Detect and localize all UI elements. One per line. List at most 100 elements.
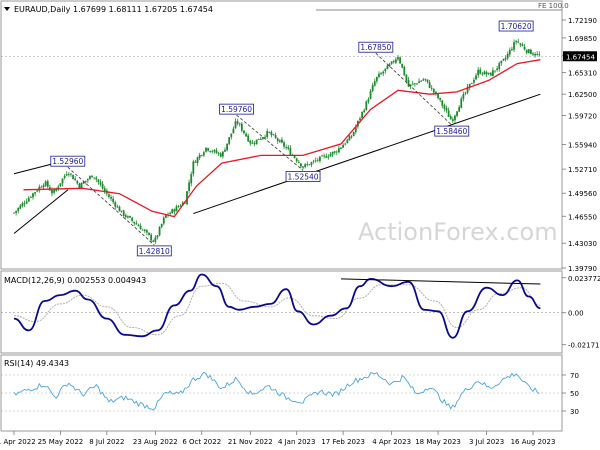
- candle-body: [228, 137, 231, 144]
- dropdown-arrow-icon[interactable]: [4, 7, 10, 11]
- candle-body: [13, 212, 15, 214]
- rsi-title: RSI(14) 49.4343: [4, 359, 69, 368]
- candle-body: [350, 136, 353, 138]
- candle-body: [116, 206, 119, 208]
- time-tick-label: 6 Oct 2022: [182, 438, 221, 446]
- time-tick-label: 23 Aug 2022: [133, 438, 178, 446]
- price-label: 1.52960: [52, 157, 83, 166]
- candle-body: [240, 123, 243, 131]
- rsi-tick-label: 30: [570, 408, 579, 416]
- candle-body: [289, 148, 292, 155]
- candle-body: [276, 138, 279, 142]
- candle-body: [508, 49, 511, 55]
- candle-body: [523, 46, 526, 50]
- candle-body: [21, 203, 24, 207]
- candle-body: [409, 84, 412, 87]
- macd-panel-frame: [0, 270, 563, 354]
- candle-body: [200, 155, 203, 156]
- time-tick-label: 4 Apr 2023: [372, 438, 411, 446]
- price-tick-label: 1.69850: [568, 35, 597, 43]
- time-tick-label: 16 Aug 2023: [511, 438, 556, 446]
- candle-body: [538, 54, 541, 56]
- candle-body: [314, 160, 317, 162]
- candle-body: [470, 83, 473, 84]
- time-tick-label: 25 May 2022: [38, 438, 84, 446]
- candle-body: [340, 147, 342, 149]
- candle-body: [97, 179, 100, 183]
- candle-body: [475, 75, 477, 80]
- current-price-box: [563, 51, 597, 62]
- candle-body: [84, 180, 87, 183]
- price-axis-layer: 1.721901.698501.675701.653101.625001.597…: [562, 17, 597, 273]
- candle-body: [224, 149, 226, 152]
- candle-body: [99, 182, 102, 185]
- candle-body: [207, 148, 209, 151]
- macd-layer: 0.023772 0.00 -0.021716: [1, 273, 600, 350]
- candle-body: [57, 186, 60, 189]
- candle-body: [492, 70, 494, 76]
- candle-body: [426, 79, 429, 82]
- candle-body: [532, 53, 534, 55]
- macd-tick-label: 0.023772: [568, 275, 600, 283]
- candle-body: [192, 161, 195, 174]
- price-tick-label: 1.43030: [568, 240, 597, 248]
- candle-body: [249, 140, 252, 144]
- candle-body: [399, 57, 401, 64]
- candle-body: [34, 192, 36, 194]
- rsi-tick-label: 50: [570, 390, 579, 398]
- price-label: 1.59760: [221, 105, 252, 114]
- candle-body: [384, 68, 387, 72]
- candle-body: [266, 131, 269, 138]
- chart-symbol: EURAUD,Daily: [14, 5, 71, 14]
- candle-body: [95, 177, 98, 180]
- candle-body: [329, 154, 332, 157]
- candle-body: [17, 208, 20, 212]
- candle-body: [348, 136, 351, 141]
- dashed-projection-line: [375, 52, 453, 126]
- candle-body: [460, 98, 463, 108]
- price-tick-label: 1.46550: [568, 213, 597, 221]
- candle-body: [483, 71, 486, 75]
- candle-body: [245, 133, 247, 137]
- price-tick-label: 1.52710: [568, 166, 597, 174]
- rsi-tick-label: 70: [570, 372, 579, 380]
- candle-body: [407, 79, 410, 87]
- price-labels-layer: 1.52960 1.42810 1.59760 1.52540 1.67850 1.584…: [50, 20, 534, 257]
- candle-body: [468, 83, 471, 88]
- candle-body: [432, 88, 435, 93]
- candle-body: [441, 100, 444, 106]
- candle-body: [386, 65, 389, 70]
- candle-body: [411, 83, 414, 85]
- price-label: 1.42810: [139, 247, 170, 256]
- candle-body: [247, 135, 250, 142]
- candle-body: [394, 59, 397, 63]
- price-tick-label: 1.65310: [568, 70, 597, 78]
- candle-body: [162, 217, 165, 224]
- candle-body: [525, 49, 528, 53]
- candle-body: [479, 69, 482, 74]
- candle-body: [454, 115, 456, 121]
- candle-body: [226, 143, 228, 151]
- candle-body: [500, 60, 503, 64]
- candle-body: [380, 73, 382, 75]
- candle-body: [86, 179, 89, 181]
- candle-body: [521, 44, 524, 47]
- candle-body: [255, 139, 258, 145]
- dashed-projection-line: [67, 166, 155, 246]
- candles-layer: [13, 38, 541, 244]
- candle-body: [103, 188, 106, 192]
- macd-line: [13, 273, 541, 339]
- candle-body: [259, 138, 262, 140]
- candle-body: [25, 201, 28, 204]
- candle-body: [44, 181, 47, 186]
- candle-body: [338, 148, 340, 153]
- candle-body: [202, 152, 205, 156]
- candle-body: [165, 215, 167, 218]
- candle-body: [312, 160, 315, 162]
- candle-body: [420, 80, 423, 82]
- candle-body: [373, 81, 376, 86]
- candle-body: [325, 155, 328, 158]
- candle-body: [51, 190, 53, 194]
- candle-body: [219, 153, 222, 157]
